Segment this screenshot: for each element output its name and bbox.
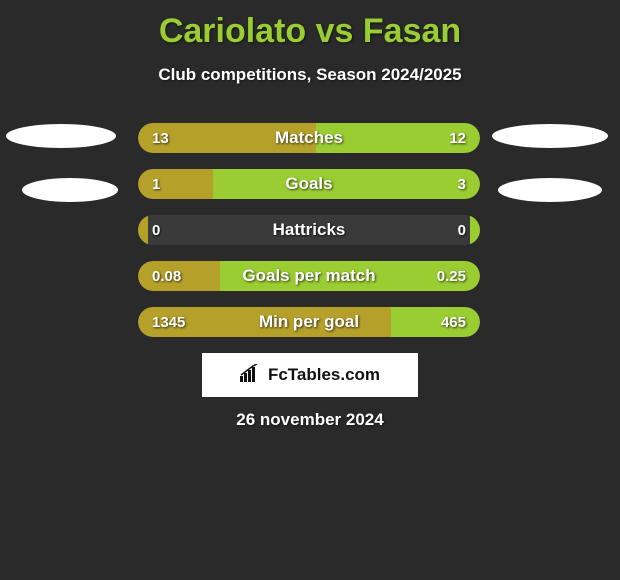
brand-label: FcTables.com — [268, 365, 380, 385]
decorative-ellipse — [492, 124, 608, 148]
stat-row: 1345465Min per goal — [138, 307, 480, 337]
page-title: Cariolato vs Fasan — [0, 0, 620, 51]
stat-label: Goals per match — [138, 261, 480, 291]
stat-row: 00Hattricks — [138, 215, 480, 245]
date-line: 26 november 2024 — [0, 410, 620, 430]
stat-row: 0.080.25Goals per match — [138, 261, 480, 291]
decorative-ellipse — [22, 178, 118, 202]
stat-label: Min per goal — [138, 307, 480, 337]
page-subtitle: Club competitions, Season 2024/2025 — [0, 65, 620, 85]
stat-label: Hattricks — [138, 215, 480, 245]
chart-icon — [240, 364, 262, 387]
decorative-ellipse — [6, 124, 116, 148]
brand-box[interactable]: FcTables.com — [202, 353, 418, 397]
stat-label: Goals — [138, 169, 480, 199]
stat-row: 1312Matches — [138, 123, 480, 153]
decorative-ellipse — [498, 178, 602, 202]
stat-label: Matches — [138, 123, 480, 153]
comparison-bars: 1312Matches 13Goals 00Hattricks 0.080.25Goa… — [138, 123, 480, 353]
stat-row: 13Goals — [138, 169, 480, 199]
